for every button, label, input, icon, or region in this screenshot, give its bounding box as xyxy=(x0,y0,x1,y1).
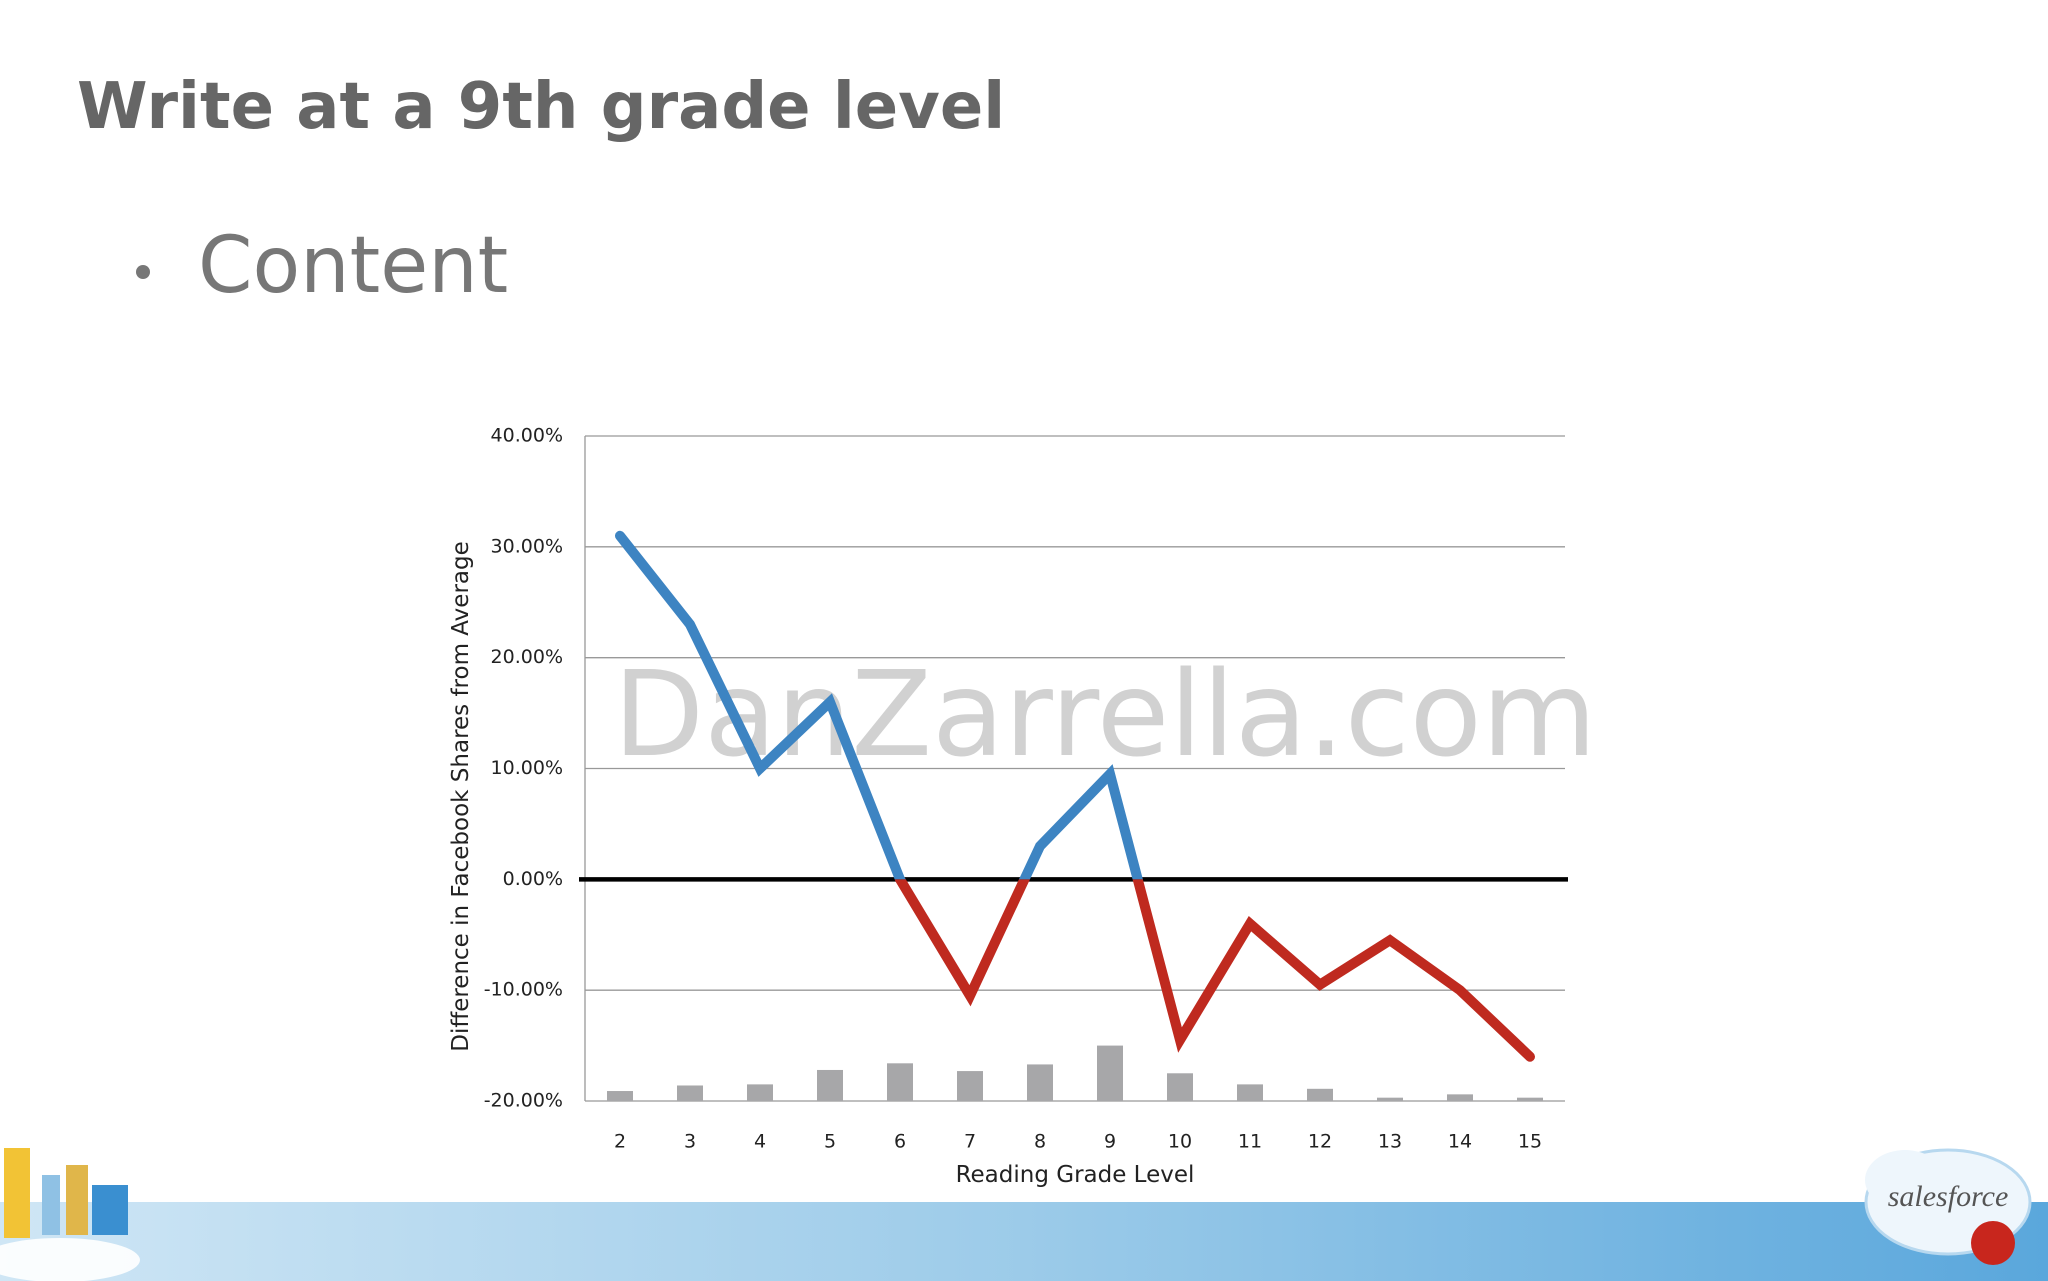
line-positive xyxy=(615,530,1143,880)
x-tick-label: 3 xyxy=(684,1131,696,1153)
y-tick-label: 10.00% xyxy=(491,757,563,779)
y-axis-title: Difference in Facebook Shares from Avera… xyxy=(448,541,474,1052)
x-tick-label: 13 xyxy=(1378,1131,1402,1153)
bar xyxy=(677,1085,703,1101)
city-illustration xyxy=(0,1148,140,1281)
bar xyxy=(1237,1084,1263,1101)
bar xyxy=(1377,1097,1403,1101)
y-tick-label: 0.00% xyxy=(503,868,563,890)
bar xyxy=(957,1071,983,1101)
bar xyxy=(1097,1045,1123,1101)
x-axis-title: Reading Grade Level xyxy=(956,1162,1195,1188)
x-tick-label: 12 xyxy=(1308,1131,1332,1153)
y-tick-label: -20.00% xyxy=(484,1090,563,1112)
x-tick-label: 8 xyxy=(1034,1131,1046,1153)
bar xyxy=(887,1063,913,1101)
x-tick-label: 6 xyxy=(894,1131,906,1153)
x-tick-label: 2 xyxy=(614,1131,626,1153)
x-tick-label: 4 xyxy=(754,1131,766,1153)
bar xyxy=(607,1091,633,1101)
y-tick-label: 40.00% xyxy=(491,425,563,447)
x-tick-label: 11 xyxy=(1238,1131,1262,1153)
footer-band xyxy=(0,1202,2048,1281)
bar xyxy=(1307,1088,1333,1101)
x-tick-label: 9 xyxy=(1104,1131,1116,1153)
y-tick-label: 20.00% xyxy=(491,646,563,668)
bar xyxy=(747,1084,773,1101)
bar xyxy=(817,1069,843,1101)
bar xyxy=(1517,1097,1543,1101)
y-tick-label: -10.00% xyxy=(484,979,563,1001)
bar xyxy=(1167,1073,1193,1101)
bullet-dot xyxy=(136,265,150,279)
logo-text: salesforce xyxy=(1888,1180,2009,1213)
bar xyxy=(1027,1064,1053,1101)
x-tick-label: 10 xyxy=(1168,1131,1192,1153)
x-tick-label: 7 xyxy=(964,1131,976,1153)
chart: DanZarrella.com -20.00% -10.00% 0.00% 10.00%… xyxy=(448,425,1597,1189)
bullet-text: Content xyxy=(198,221,508,311)
y-tick-label: 30.00% xyxy=(491,535,563,557)
slide-title: Write at a 9th grade level xyxy=(77,70,1005,144)
x-tick-label: 5 xyxy=(824,1131,836,1153)
x-tick-label: 14 xyxy=(1448,1131,1472,1153)
x-tick-label: 15 xyxy=(1518,1131,1542,1153)
watermark: DanZarrella.com xyxy=(613,645,1596,783)
salesforce-logo: salesforce xyxy=(1864,1148,2032,1265)
line-negative xyxy=(894,879,1535,1062)
bar xyxy=(1447,1094,1473,1101)
